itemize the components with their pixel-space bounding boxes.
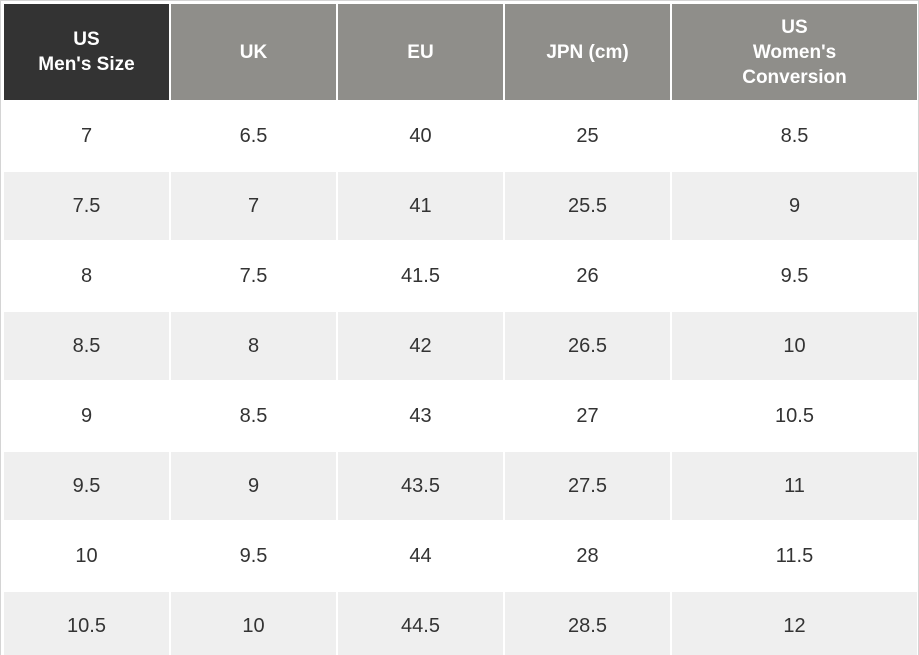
table-cell: 11.5 (672, 522, 917, 590)
table-cell: 9 (4, 382, 169, 450)
cell-text: 11 (784, 474, 805, 497)
table-cell: 41.5 (338, 242, 503, 310)
table-cell: 9.5 (4, 452, 169, 520)
table-cell: 40 (338, 102, 503, 170)
cell-text: 10 (783, 334, 806, 357)
table-cell: 9 (171, 452, 336, 520)
cell-text: 10 (242, 614, 265, 637)
header-text: Women's (752, 41, 837, 63)
table-cell: 9 (672, 172, 917, 240)
table-cell: 28 (505, 522, 670, 590)
table-cell: 8.5 (4, 312, 169, 380)
header-cell: JPN (cm) (505, 4, 670, 100)
table-cell: 43 (338, 382, 503, 450)
table-cell: 26 (505, 242, 670, 310)
table-cell: 8 (4, 242, 169, 310)
table-cell: 7.5 (171, 242, 336, 310)
table-cell: 41 (338, 172, 503, 240)
cell-text: 6.5 (239, 124, 268, 147)
header-cell: US Women's Conversion (672, 4, 917, 100)
table-cell: 9.5 (171, 522, 336, 590)
table-cell: 10 (4, 522, 169, 590)
cell-text: 40 (409, 124, 432, 147)
cell-text: 8 (247, 334, 260, 357)
table-cell: 27 (505, 382, 670, 450)
header-text: Conversion (742, 66, 847, 88)
cell-text: 8.5 (780, 124, 809, 147)
table-cell: 10 (672, 312, 917, 380)
table-cell: 25.5 (505, 172, 670, 240)
table-cell: 7.5 (4, 172, 169, 240)
table-cell: 10.5 (672, 382, 917, 450)
cell-text: 25.5 (568, 194, 607, 217)
cell-text: 42 (409, 334, 432, 357)
cell-text: 25 (576, 124, 599, 147)
cell-text: 9.5 (780, 264, 809, 287)
table-cell: 28.5 (505, 592, 670, 655)
cell-text: 26 (576, 264, 599, 287)
cell-text: 9.5 (72, 474, 101, 497)
cell-text: 11.5 (775, 544, 814, 567)
cell-text: 10.5 (67, 614, 106, 637)
table-cell: 43.5 (338, 452, 503, 520)
header-cell: EU (338, 4, 503, 100)
cell-text: 12 (783, 614, 806, 637)
table-cell: 12 (672, 592, 917, 655)
table-cell: 26.5 (505, 312, 670, 380)
table-cell: 7 (4, 102, 169, 170)
cell-text: 9 (788, 194, 801, 217)
header-text: US (73, 29, 100, 50)
table-cell: 6.5 (171, 102, 336, 170)
cell-text: 7.5 (239, 264, 268, 287)
header-text: Men's Size (38, 54, 135, 75)
header-cell: UK (171, 4, 336, 100)
cell-text: 10 (75, 544, 98, 567)
table-cell: 9.5 (672, 242, 917, 310)
cell-text: 26.5 (568, 334, 607, 357)
table-cell: 8.5 (171, 382, 336, 450)
cell-text: 9 (80, 404, 93, 427)
cell-text: 28.5 (568, 614, 607, 637)
table-cell: 10 (171, 592, 336, 655)
table-cell: 8.5 (672, 102, 917, 170)
header-cell: US Men's Size (4, 4, 169, 100)
header-text: UK (239, 41, 268, 63)
header-text: JPN (cm) (546, 41, 629, 63)
header-text: EU (407, 41, 434, 63)
cell-text: 44.5 (401, 614, 440, 637)
cell-text: 7 (247, 194, 260, 217)
cell-text: 41.5 (401, 264, 440, 287)
cell-text: 9.5 (239, 544, 268, 567)
cell-text: 41 (409, 194, 432, 217)
table-cell: 8 (171, 312, 336, 380)
table-cell: 10.5 (4, 592, 169, 655)
header-text: US (781, 16, 808, 38)
cell-text: 8.5 (239, 404, 268, 427)
cell-text: 27.5 (568, 474, 607, 497)
cell-text: 10.5 (775, 404, 814, 427)
table-cell: 44 (338, 522, 503, 590)
cell-text: 8.5 (72, 334, 101, 357)
table-cell: 25 (505, 102, 670, 170)
cell-text: 9 (247, 474, 260, 497)
cell-text: 7 (80, 124, 93, 147)
cell-text: 27 (576, 404, 599, 427)
table-cell: 7 (171, 172, 336, 240)
cell-text: 43 (409, 404, 432, 427)
table-cell: 42 (338, 312, 503, 380)
cell-text: 7.5 (72, 194, 101, 217)
cell-text: 28 (576, 544, 599, 567)
cell-text: 8 (80, 264, 93, 287)
cell-text: 44 (409, 544, 432, 567)
table-cell: 27.5 (505, 452, 670, 520)
table-cell: 44.5 (338, 592, 503, 655)
table-cell: 11 (672, 452, 917, 520)
cell-text: 43.5 (401, 474, 440, 497)
